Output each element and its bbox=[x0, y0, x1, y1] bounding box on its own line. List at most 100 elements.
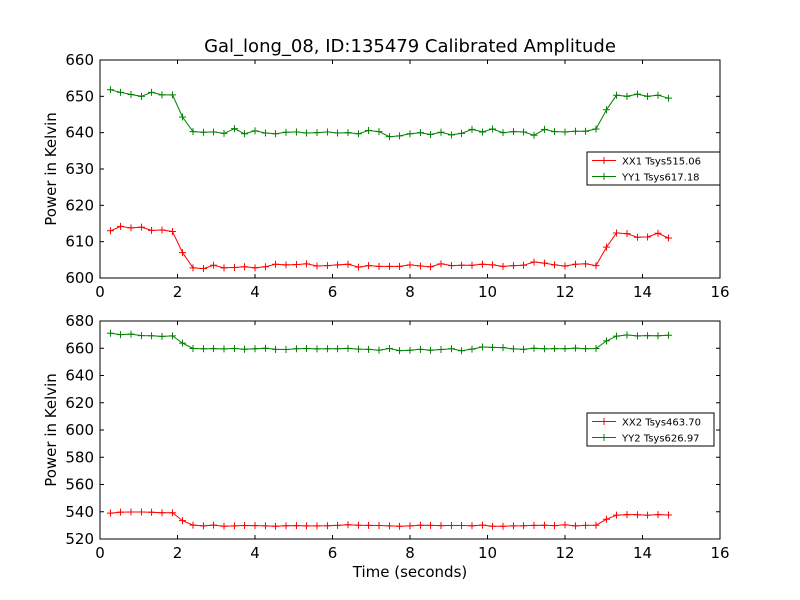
x-tick-label: 14 bbox=[633, 544, 652, 562]
data-point bbox=[499, 344, 507, 352]
y-tick-label: 600 bbox=[65, 421, 94, 439]
y-tick-label: 650 bbox=[65, 87, 94, 105]
data-point bbox=[623, 331, 631, 339]
y-tick-label: 610 bbox=[65, 233, 94, 251]
data-point bbox=[313, 345, 321, 353]
data-point bbox=[613, 229, 621, 237]
data-point bbox=[230, 345, 238, 353]
data-point bbox=[582, 345, 590, 353]
data-point bbox=[272, 522, 280, 530]
y-tick-label: 640 bbox=[65, 367, 94, 385]
data-point bbox=[334, 129, 342, 137]
data-point bbox=[561, 521, 569, 529]
data-point bbox=[323, 522, 331, 530]
y-tick-label: 620 bbox=[65, 196, 94, 214]
data-point bbox=[530, 131, 538, 139]
data-point bbox=[375, 522, 383, 530]
bottom-panel: 0 2 4 6 8 10 12 14 16 520 540 560 580 600 620 640 660 680… bbox=[42, 312, 730, 581]
data-point bbox=[282, 345, 290, 353]
data-point bbox=[241, 130, 249, 138]
data-point bbox=[468, 261, 476, 269]
data-point bbox=[220, 345, 228, 353]
x-tick-label: 10 bbox=[478, 544, 497, 562]
data-point bbox=[623, 511, 631, 519]
data-point bbox=[106, 227, 114, 235]
data-point bbox=[210, 261, 218, 269]
data-point bbox=[540, 521, 548, 529]
data-point bbox=[489, 125, 497, 133]
data-point bbox=[292, 522, 300, 530]
data-point bbox=[623, 92, 631, 100]
data-point bbox=[396, 262, 404, 270]
data-point bbox=[458, 522, 466, 530]
legend: XX2 Tsys463.70 YY2 Tsys626.97 bbox=[586, 412, 715, 447]
legend-swatch-marker bbox=[600, 418, 608, 425]
data-point bbox=[551, 128, 559, 136]
data-point bbox=[416, 521, 424, 529]
data-point bbox=[571, 260, 579, 268]
data-point bbox=[261, 129, 269, 137]
data-point bbox=[230, 125, 238, 133]
data-point bbox=[106, 509, 114, 517]
data-point bbox=[354, 130, 362, 138]
data-point bbox=[447, 345, 455, 353]
data-point bbox=[168, 91, 176, 99]
data-point bbox=[168, 509, 176, 517]
data-point bbox=[644, 332, 652, 340]
data-point bbox=[137, 92, 145, 100]
data-point bbox=[137, 223, 145, 231]
x-tick-label: 12 bbox=[555, 283, 574, 301]
x-tick-label: 4 bbox=[250, 544, 260, 562]
data-point bbox=[292, 128, 300, 136]
data-point bbox=[489, 522, 497, 530]
data-point bbox=[520, 261, 528, 269]
data-point bbox=[148, 226, 156, 234]
data-point bbox=[127, 330, 135, 338]
legend-entry-label: YY2 Tsys626.97 bbox=[621, 434, 700, 445]
data-point bbox=[282, 261, 290, 269]
data-point bbox=[520, 345, 528, 353]
data-point bbox=[520, 128, 528, 136]
data-point bbox=[220, 129, 228, 137]
data-point bbox=[540, 259, 548, 267]
data-point bbox=[530, 344, 538, 352]
data-point bbox=[241, 345, 249, 353]
data-point bbox=[334, 521, 342, 529]
data-point bbox=[241, 263, 249, 271]
data-point bbox=[613, 332, 621, 340]
data-point bbox=[303, 522, 311, 530]
legend-swatch-marker bbox=[600, 157, 608, 164]
series-1 bbox=[106, 222, 672, 273]
data-point bbox=[230, 263, 238, 271]
data-point bbox=[468, 345, 476, 353]
data-point bbox=[592, 262, 600, 270]
data-point bbox=[489, 261, 497, 269]
data-point bbox=[520, 522, 528, 530]
y-tick-label: 660 bbox=[65, 51, 94, 69]
x-tick-label: 0 bbox=[95, 283, 105, 301]
data-point bbox=[592, 521, 600, 529]
data-point bbox=[261, 344, 269, 352]
legend: XX1 Tsys515.06 YY1 Tsys617.18 bbox=[586, 151, 721, 186]
data-point bbox=[137, 332, 145, 340]
data-point bbox=[210, 521, 218, 529]
data-point bbox=[509, 128, 517, 136]
data-point bbox=[427, 263, 435, 271]
data-point bbox=[458, 261, 466, 269]
data-point bbox=[664, 94, 672, 102]
data-point bbox=[654, 332, 662, 340]
data-point bbox=[179, 113, 187, 121]
data-point bbox=[385, 522, 393, 530]
data-point bbox=[282, 522, 290, 530]
data-point bbox=[633, 233, 641, 241]
data-point bbox=[447, 131, 455, 139]
data-point bbox=[613, 91, 621, 99]
data-point bbox=[148, 332, 156, 340]
data-point bbox=[210, 128, 218, 136]
data-point bbox=[199, 128, 207, 136]
data-point bbox=[468, 522, 476, 530]
data-point bbox=[179, 339, 187, 347]
x-tick-label: 8 bbox=[405, 544, 415, 562]
data-point bbox=[416, 345, 424, 353]
legend-box bbox=[586, 151, 721, 186]
